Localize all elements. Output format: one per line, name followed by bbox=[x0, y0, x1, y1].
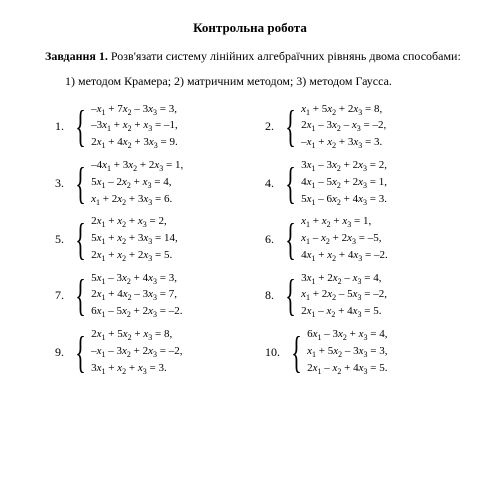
equation: 6x1 – 3x2 + x3 = 4, bbox=[307, 327, 387, 344]
problem: 8. {3x1 + 2x2 – x3 = 4,x1 + 2x2 – 5x3 = –… bbox=[265, 271, 465, 321]
problem-number: 3. bbox=[55, 176, 64, 191]
brace-icon: { bbox=[285, 109, 296, 144]
equation: x1 – x2 + 2x3 = –5, bbox=[301, 231, 388, 248]
problem-row: 1.{–x1 + 7x2 – 3x3 = 3,–3x1 + x2 + x3 = … bbox=[25, 102, 475, 152]
problem-row: 3.{–4x1 + 3x2 + 2x3 = 1,5x1 – 2x2 + x3 =… bbox=[25, 158, 475, 208]
problem: 2.{x1 + 5x2 + 2x3 = 8,2x1 – 3x2 – x3 = –… bbox=[265, 102, 465, 152]
equation: 4x1 – 5x2 + 2x3 = 1, bbox=[301, 175, 387, 192]
equation: 4x1 + x2 + 4x3 = –2. bbox=[301, 248, 388, 265]
task-label: Завдання 1. bbox=[45, 49, 108, 63]
equation: 2x1 – x2 + 4x3 = 5. bbox=[307, 361, 387, 378]
problem-number: 4. bbox=[265, 176, 274, 191]
brace-icon: { bbox=[285, 222, 296, 257]
problem-number: 1. bbox=[55, 119, 64, 134]
equation: x1 + x2 + x3 = 1, bbox=[301, 214, 388, 231]
equation: x1 + 2x2 – 5x3 = –2, bbox=[301, 287, 387, 304]
problem: 9. {2x1 + 5x2 + x3 = 8,–x1 – 3x2 + 2x3 = … bbox=[55, 327, 255, 377]
brace-icon: { bbox=[75, 109, 86, 144]
equations: 5x1 – 3x2 + 4x3 = 3,2x1 + 4x2 – 3x3 = 7,… bbox=[91, 271, 182, 321]
equation: 5x1 – 3x2 + 4x3 = 3, bbox=[91, 271, 182, 288]
equation: 2x1 + 5x2 + x3 = 8, bbox=[91, 327, 182, 344]
problem: 4. {3x1 – 3x2 + 2x3 = 2,4x1 – 5x2 + 2x3 =… bbox=[265, 158, 465, 208]
problem-row: 9. {2x1 + 5x2 + x3 = 8,–x1 – 3x2 + 2x3 = … bbox=[25, 327, 475, 377]
brace-icon: { bbox=[75, 166, 86, 201]
problems-container: 1.{–x1 + 7x2 – 3x3 = 3,–3x1 + x2 + x3 = … bbox=[25, 102, 475, 378]
equation: 2x1 – x2 + 4x3 = 5. bbox=[301, 304, 387, 321]
equation: 3x1 + x2 + x3 = 3. bbox=[91, 361, 182, 378]
problem: 7. {5x1 – 3x2 + 4x3 = 3,2x1 + 4x2 – 3x3 =… bbox=[55, 271, 255, 321]
equation: 2x1 – 3x2 – x3 = –2, bbox=[301, 118, 386, 135]
equation: –3x1 + x2 + x3 = –1, bbox=[91, 118, 178, 135]
task-text: Розв'язати систему лінійних алгебраїчних… bbox=[108, 49, 461, 63]
equation: x1 + 2x2 + 3x3 = 6. bbox=[91, 192, 183, 209]
problem: 1.{–x1 + 7x2 – 3x3 = 3,–3x1 + x2 + x3 = … bbox=[55, 102, 255, 152]
equation: x1 + 5x2 – 3x3 = 3, bbox=[307, 344, 387, 361]
page-title: Контрольна робота bbox=[25, 20, 475, 36]
equation: 5x1 + x2 + 3x3 = 14, bbox=[91, 231, 178, 248]
methods-list: 1) методом Крамера; 2) матричним методом… bbox=[65, 73, 475, 90]
equation: –4x1 + 3x2 + 2x3 = 1, bbox=[91, 158, 183, 175]
equation: 3x1 – 3x2 + 2x3 = 2, bbox=[301, 158, 387, 175]
equation: 5x1 – 6x2 + 4x3 = 3. bbox=[301, 192, 387, 209]
equation: –x1 + 7x2 – 3x3 = 3, bbox=[91, 102, 178, 119]
brace-icon: { bbox=[285, 278, 296, 313]
problem-row: 7. {5x1 – 3x2 + 4x3 = 3,2x1 + 4x2 – 3x3 =… bbox=[25, 271, 475, 321]
equation: 2x1 + x2 + x3 = 2, bbox=[91, 214, 178, 231]
equations: x1 + 5x2 + 2x3 = 8,2x1 – 3x2 – x3 = –2,–… bbox=[301, 102, 386, 152]
equation: 2x1 + 4x2 – 3x3 = 7, bbox=[91, 287, 182, 304]
problem-number: 6. bbox=[265, 232, 274, 247]
problem: 6.{x1 + x2 + x3 = 1,x1 – x2 + 2x3 = –5,4… bbox=[265, 214, 465, 264]
brace-icon: { bbox=[75, 335, 86, 370]
problem: 5. {2x1 + x2 + x3 = 2,5x1 + x2 + 3x3 = 14… bbox=[55, 214, 255, 264]
problem: 3.{–4x1 + 3x2 + 2x3 = 1,5x1 – 2x2 + x3 =… bbox=[55, 158, 255, 208]
equation: 2x1 + x2 + 2x3 = 5. bbox=[91, 248, 178, 265]
task-header: Завдання 1. Розв'язати систему лінійних … bbox=[25, 48, 475, 65]
problem-number: 2. bbox=[265, 119, 274, 134]
problem-number: 8. bbox=[265, 288, 274, 303]
equation: 5x1 – 2x2 + x3 = 4, bbox=[91, 175, 183, 192]
brace-icon: { bbox=[75, 222, 86, 257]
equation: –x1 – 3x2 + 2x3 = –2, bbox=[91, 344, 182, 361]
brace-icon: { bbox=[285, 166, 296, 201]
equation: 6x1 – 5x2 + 2x3 = –2. bbox=[91, 304, 182, 321]
equation: 3x1 + 2x2 – x3 = 4, bbox=[301, 271, 387, 288]
brace-icon: { bbox=[291, 335, 302, 370]
equations: 2x1 + x2 + x3 = 2,5x1 + x2 + 3x3 = 14,2x… bbox=[91, 214, 178, 264]
problem-row: 5. {2x1 + x2 + x3 = 2,5x1 + x2 + 3x3 = 14… bbox=[25, 214, 475, 264]
equations: –4x1 + 3x2 + 2x3 = 1,5x1 – 2x2 + x3 = 4,… bbox=[91, 158, 183, 208]
equations: x1 + x2 + x3 = 1,x1 – x2 + 2x3 = –5,4x1 … bbox=[301, 214, 388, 264]
problem: 10. {6x1 – 3x2 + x3 = 4,x1 + 5x2 – 3x3 = … bbox=[265, 327, 465, 377]
problem-number: 7. bbox=[55, 288, 64, 303]
problem-number: 5. bbox=[55, 232, 64, 247]
equations: –x1 + 7x2 – 3x3 = 3,–3x1 + x2 + x3 = –1,… bbox=[91, 102, 178, 152]
equation: 2x1 + 4x2 + 3x3 = 9. bbox=[91, 135, 178, 152]
brace-icon: { bbox=[75, 278, 86, 313]
problem-number: 10. bbox=[265, 345, 280, 360]
equations: 3x1 – 3x2 + 2x3 = 2,4x1 – 5x2 + 2x3 = 1,… bbox=[301, 158, 387, 208]
equations: 3x1 + 2x2 – x3 = 4,x1 + 2x2 – 5x3 = –2,2… bbox=[301, 271, 387, 321]
problem-number: 9. bbox=[55, 345, 64, 360]
equation: –x1 + x2 + 3x3 = 3. bbox=[301, 135, 386, 152]
equation: x1 + 5x2 + 2x3 = 8, bbox=[301, 102, 386, 119]
equations: 6x1 – 3x2 + x3 = 4,x1 + 5x2 – 3x3 = 3,2x… bbox=[307, 327, 387, 377]
equations: 2x1 + 5x2 + x3 = 8,–x1 – 3x2 + 2x3 = –2,… bbox=[91, 327, 182, 377]
